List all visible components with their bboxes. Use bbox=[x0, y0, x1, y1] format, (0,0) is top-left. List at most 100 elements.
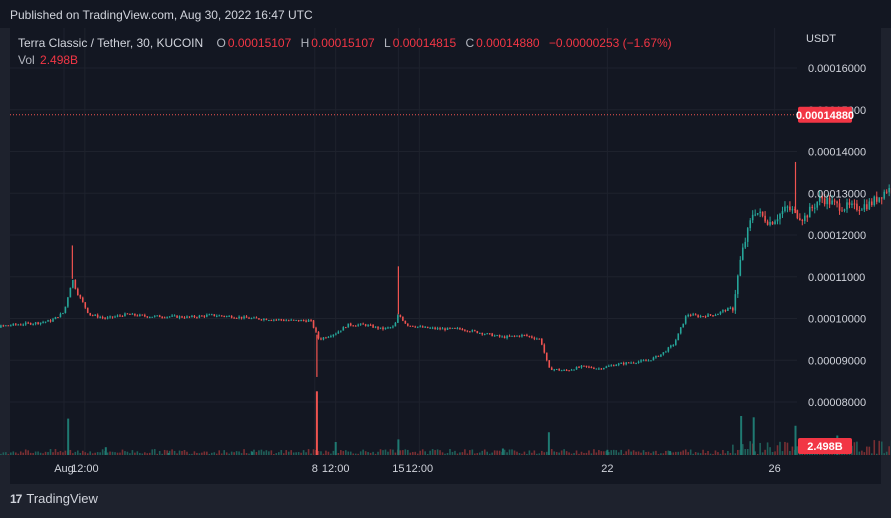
time-tick-label: 22 bbox=[601, 463, 613, 475]
volume-bar bbox=[541, 450, 543, 455]
candle-body bbox=[285, 320, 288, 322]
candle-body bbox=[518, 335, 521, 337]
candle-body bbox=[583, 365, 585, 367]
candle-body bbox=[260, 319, 263, 321]
candle-body bbox=[387, 327, 389, 329]
candle-body bbox=[501, 336, 503, 338]
volume-bar bbox=[49, 449, 52, 455]
candle-body bbox=[488, 333, 491, 335]
candle-body bbox=[469, 331, 471, 333]
volume-bar bbox=[307, 449, 310, 455]
volume-bar bbox=[421, 449, 424, 455]
candle-body bbox=[411, 325, 414, 327]
volume-bar bbox=[208, 453, 211, 455]
volume-bar bbox=[558, 452, 560, 455]
candle-body bbox=[424, 326, 426, 328]
candle-body bbox=[806, 215, 809, 218]
volume-bar bbox=[620, 449, 622, 455]
chart-panel[interactable] bbox=[10, 28, 881, 484]
candle-body bbox=[188, 316, 191, 318]
volume-bar bbox=[474, 453, 476, 455]
volume-bar bbox=[240, 453, 243, 455]
volume-bar bbox=[22, 452, 25, 455]
volume-bar bbox=[603, 451, 605, 455]
volume-bar bbox=[756, 453, 759, 455]
candle-body bbox=[426, 326, 429, 329]
candle-body bbox=[883, 191, 886, 199]
volume-legend-label: Vol bbox=[18, 53, 35, 67]
candle-body bbox=[372, 325, 374, 328]
volume-bar bbox=[888, 446, 890, 455]
volume-bar bbox=[176, 453, 178, 455]
candle-body bbox=[856, 203, 858, 211]
volume-bar bbox=[372, 451, 374, 455]
candle-body bbox=[255, 317, 258, 319]
candle-body bbox=[684, 316, 687, 324]
volume-bar bbox=[709, 453, 712, 455]
candle-body bbox=[340, 330, 342, 332]
volume-tag bbox=[798, 438, 852, 454]
volume-bar bbox=[37, 451, 39, 455]
volume-bar bbox=[407, 449, 409, 455]
candle-body bbox=[367, 324, 369, 326]
volume-bar bbox=[129, 453, 131, 455]
volume-bar bbox=[431, 449, 434, 455]
volume-bar bbox=[617, 452, 620, 455]
volume-bar bbox=[295, 452, 297, 455]
volume-spike bbox=[501, 448, 504, 455]
volume-bar bbox=[91, 453, 94, 455]
volume-bar bbox=[585, 452, 588, 455]
candle-body bbox=[211, 314, 213, 316]
candle-body bbox=[878, 197, 881, 202]
volume-spike bbox=[740, 416, 743, 455]
volume-bar bbox=[516, 451, 518, 455]
volume-bar bbox=[694, 452, 697, 455]
candle-body bbox=[521, 334, 523, 337]
volume-bar bbox=[225, 452, 228, 455]
volume-bar bbox=[488, 453, 491, 455]
candle-body bbox=[273, 319, 275, 321]
candle-body bbox=[858, 210, 861, 212]
candle-body bbox=[191, 315, 193, 318]
symbol-title[interactable]: Terra Classic / Tether, 30, KUCOIN bbox=[18, 36, 204, 50]
candle-body bbox=[831, 200, 833, 205]
candle-body bbox=[213, 314, 216, 317]
candle-body bbox=[131, 313, 134, 315]
volume-bar bbox=[300, 452, 302, 455]
candle-body bbox=[558, 369, 560, 371]
candle-body bbox=[0, 325, 2, 328]
candle-body bbox=[399, 315, 402, 317]
candle-body bbox=[357, 324, 359, 326]
candle-body bbox=[258, 318, 260, 320]
candle-body bbox=[32, 323, 34, 325]
volume-bar bbox=[392, 449, 394, 455]
currency-label[interactable]: USDT bbox=[806, 33, 836, 45]
volume-bar bbox=[77, 450, 79, 455]
volume-bar bbox=[183, 450, 186, 455]
candle-body bbox=[625, 362, 627, 365]
volume-bar bbox=[796, 446, 799, 455]
candle-body bbox=[449, 327, 451, 329]
candle-body bbox=[144, 315, 146, 317]
candle-body bbox=[617, 363, 620, 365]
volume-bar bbox=[84, 452, 87, 455]
candle-body bbox=[503, 336, 506, 339]
volume-bar bbox=[69, 449, 72, 455]
volume-bar bbox=[297, 452, 300, 455]
volume-bar bbox=[513, 450, 516, 455]
candle-body bbox=[121, 315, 124, 317]
volume-bar bbox=[181, 451, 183, 455]
candle-body bbox=[724, 310, 727, 312]
volume-bar bbox=[282, 453, 285, 455]
candle-body bbox=[493, 335, 496, 337]
volume-bar bbox=[789, 450, 791, 455]
candle-body bbox=[354, 325, 357, 327]
tradingview-footer[interactable]: 17 TradingView bbox=[10, 491, 98, 506]
volume-bar bbox=[714, 450, 717, 455]
candle-body bbox=[173, 315, 176, 317]
candle-body bbox=[841, 210, 843, 212]
volume-bar bbox=[885, 451, 888, 455]
candle-body bbox=[744, 241, 747, 248]
volume-bar bbox=[27, 450, 29, 455]
